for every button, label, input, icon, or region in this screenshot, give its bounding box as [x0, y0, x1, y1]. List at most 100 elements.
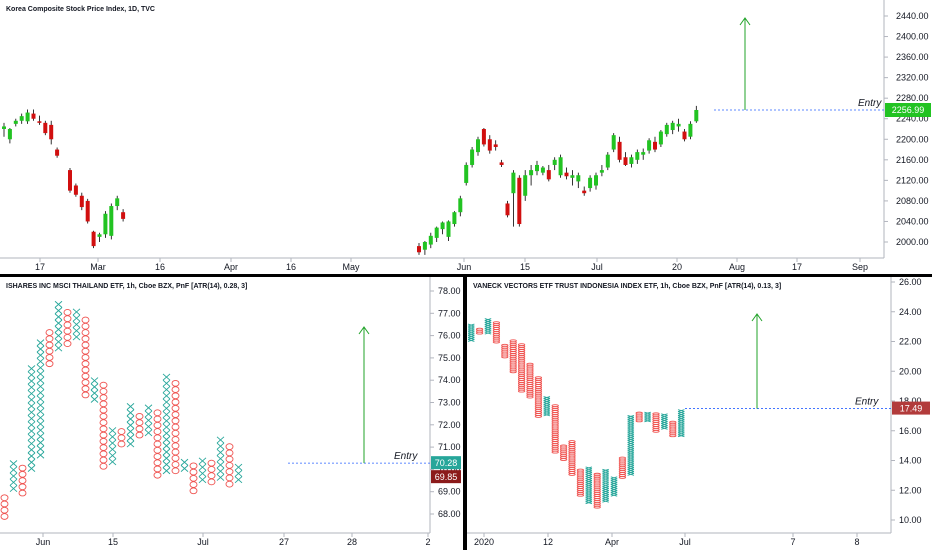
pane-divider-vertical[interactable]	[463, 277, 467, 550]
target-arrow-head	[358, 326, 370, 335]
pnf-o-box	[99, 425, 108, 433]
pnf-o-box	[99, 406, 108, 414]
entry-label: Entry	[855, 397, 879, 408]
y-tick-label: 10.00	[899, 515, 922, 525]
chart-title: Korea Composite Stock Price Index, 1D, T…	[6, 6, 155, 13]
pnf-x-box	[144, 423, 153, 431]
candle-body	[594, 175, 598, 186]
pnf-x-box	[627, 465, 635, 469]
pnf-x-box	[610, 489, 618, 493]
pnf-x-box	[610, 476, 618, 480]
pnf-o-box	[63, 334, 72, 341]
x-tick-label: 15	[108, 537, 118, 547]
pnf-x-box	[585, 483, 593, 487]
candle-body	[653, 141, 657, 150]
candle-body	[517, 177, 522, 225]
pnf-x-box	[90, 389, 99, 397]
pnf-o-box	[99, 437, 108, 445]
candle-body	[417, 246, 421, 253]
pnf-o-box	[45, 341, 54, 349]
pnf-x-box	[27, 433, 36, 441]
candle-body	[664, 124, 669, 135]
pnf-o-box	[18, 470, 27, 478]
pnf-x-box	[627, 442, 635, 445]
thailand-chart-pane[interactable]: ISHARES INC MSCI THAILAND ETF, 1h, Cboe …	[0, 277, 463, 550]
pnf-x-box	[216, 436, 225, 444]
candle-body	[68, 170, 72, 191]
candle-body	[617, 141, 622, 160]
pnf-o-box	[517, 343, 526, 347]
candle-body	[682, 131, 687, 140]
pnf-x-box	[602, 499, 609, 503]
pnf-x-box	[677, 413, 685, 416]
x-tick-label: Jul	[197, 537, 209, 547]
pnf-o-box	[225, 468, 234, 476]
pnf-x-box	[585, 495, 593, 499]
pnf-o-box	[99, 419, 108, 426]
pnf-x-box	[661, 423, 668, 426]
x-tick-label: Apr	[605, 537, 619, 547]
pnf-x-box	[144, 404, 153, 412]
y-tick-label: 2440.00	[896, 11, 929, 21]
pnf-o-box	[99, 381, 108, 389]
pnf-x-box	[677, 418, 685, 422]
pane-divider-horizontal[interactable]	[0, 274, 932, 277]
pnf-x-box	[585, 470, 593, 474]
pnf-x-box	[610, 493, 618, 497]
candle-body	[493, 144, 498, 147]
indonesia-pnf-chart[interactable]: VANECK VECTORS ETF TRUST INDONESIA INDEX…	[467, 277, 932, 550]
pnf-o-box	[45, 335, 54, 343]
pnf-x-box	[9, 472, 18, 480]
pnf-x-box	[677, 434, 685, 438]
pnf-x-box	[484, 327, 492, 331]
x-tick-label: Aug	[729, 262, 745, 272]
pnf-o-box	[135, 425, 144, 433]
candle-body	[434, 227, 439, 238]
indonesia-chart-pane[interactable]: VANECK VECTORS ETF TRUST INDONESIA INDEX…	[467, 277, 932, 550]
pnf-o-box	[171, 392, 180, 400]
candle-body	[109, 206, 114, 236]
pnf-o-box	[63, 340, 72, 347]
pnf-x-box	[126, 415, 135, 423]
y-tick-label: 2000.00	[896, 237, 929, 247]
pnf-x-box	[467, 337, 475, 340]
thailand-pnf-chart[interactable]: ISHARES INC MSCI THAILAND ETF, 1h, Cboe …	[0, 277, 463, 550]
candle-body	[540, 167, 545, 173]
pnf-x-box	[484, 325, 492, 329]
pnf-x-box	[162, 398, 171, 406]
pnf-x-box	[144, 429, 153, 437]
pnf-x-box	[198, 463, 207, 471]
pnf-x-box	[162, 411, 171, 418]
pnf-o-box	[135, 412, 144, 420]
pnf-x-box	[162, 442, 171, 450]
candle-body	[670, 122, 675, 131]
y-tick-label: 74.00	[438, 375, 461, 385]
pnf-o-box	[81, 366, 90, 374]
pnf-x-box	[602, 497, 609, 501]
kospi-chart-pane[interactable]: Korea Composite Stock Price Index, 1D, T…	[0, 0, 932, 274]
pnf-o-box	[207, 472, 216, 480]
candle-body	[576, 175, 581, 182]
pnf-o-box	[99, 462, 108, 470]
pnf-x-box	[627, 436, 635, 440]
pnf-x-box	[36, 370, 45, 378]
pnf-x-box	[484, 318, 492, 321]
pnf-o-box	[501, 343, 509, 347]
chart-title: VANECK VECTORS ETF TRUST INDONESIA INDEX…	[473, 283, 781, 290]
kospi-chart[interactable]: Korea Composite Stock Price Index, 1D, T…	[0, 0, 932, 274]
entry-label: Entry	[858, 98, 882, 109]
x-tick-label: Jul	[679, 537, 691, 547]
last-price-label: 17.49	[900, 404, 923, 414]
pnf-x-box	[198, 469, 207, 477]
pnf-o-box	[135, 419, 144, 426]
candle-body	[535, 164, 539, 172]
x-tick-label: 12	[543, 537, 553, 547]
pnf-x-box	[585, 481, 593, 485]
pnf-o-box	[669, 420, 677, 424]
pnf-o-box	[81, 335, 90, 343]
pnf-o-box	[559, 444, 568, 448]
y-tick-label: 20.00	[899, 366, 922, 376]
pnf-x-box	[467, 329, 475, 333]
x-tick-label: Jun	[36, 537, 51, 547]
pnf-x-box	[484, 331, 492, 335]
